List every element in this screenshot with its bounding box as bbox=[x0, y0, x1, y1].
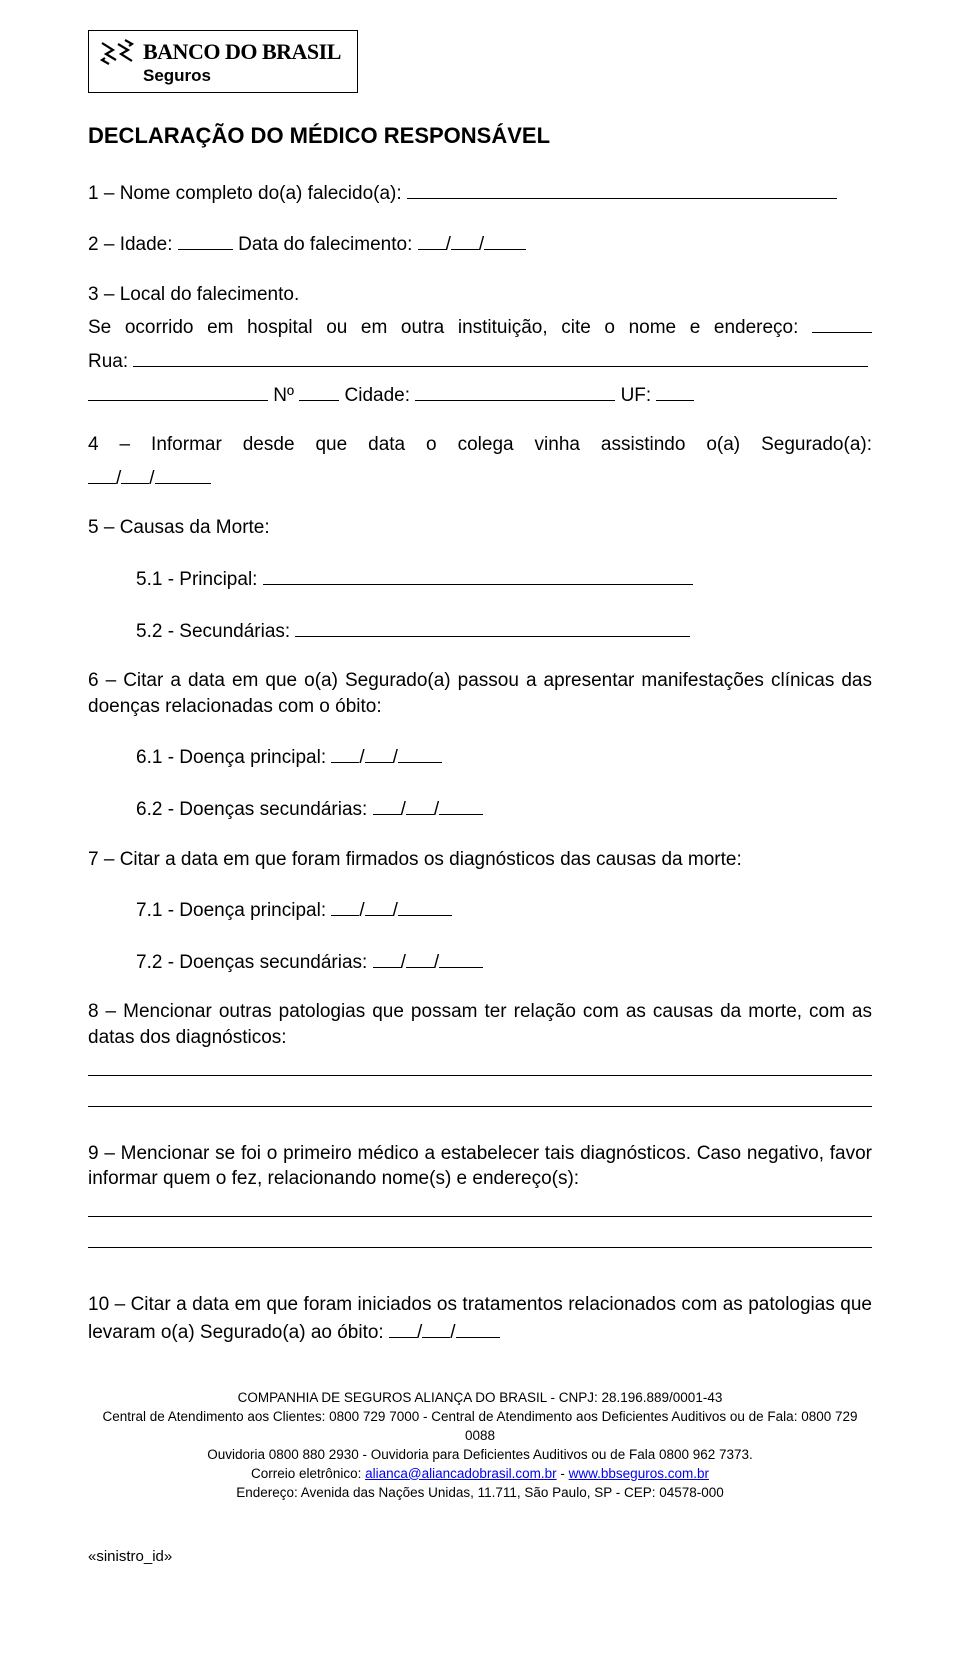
footer-site-link[interactable]: www.bbseguros.com.br bbox=[569, 1466, 709, 1481]
footer-sep: - bbox=[557, 1466, 569, 1481]
q2-data-label: Data do falecimento: bbox=[238, 234, 412, 255]
q6-p1-label: 6.1 - Doença principal: bbox=[136, 747, 326, 768]
q3-cidade-field[interactable] bbox=[415, 381, 615, 401]
q6-p1-d[interactable] bbox=[331, 743, 359, 763]
q10-y[interactable] bbox=[456, 1318, 500, 1338]
page-title: DECLARAÇÃO DO MÉDICO RESPONSÁVEL bbox=[88, 121, 872, 151]
q8-line1[interactable] bbox=[88, 1075, 872, 1076]
q1-row: 1 – Nome completo do(a) falecido(a): bbox=[88, 179, 872, 207]
footer-email-label: Correio eletrônico: bbox=[251, 1466, 365, 1481]
q3-nome-field[interactable] bbox=[812, 313, 872, 333]
q5-label: 5 – Causas da Morte: bbox=[88, 517, 270, 538]
q4-date-m[interactable] bbox=[121, 464, 149, 484]
footer-line5: Endereço: Avenida das Nações Unidas, 11.… bbox=[88, 1484, 872, 1503]
q5-p2-field[interactable] bbox=[295, 617, 690, 637]
q10-row: 10 – Citar a data em que foram iniciados… bbox=[88, 1292, 872, 1345]
footer-email-link[interactable]: alianca@aliancadobrasil.com.br bbox=[365, 1466, 557, 1481]
footer-line4: Correio eletrônico: alianca@aliancadobra… bbox=[88, 1465, 872, 1484]
q4-group: 4 – Informar desde que data o colega vin… bbox=[88, 432, 872, 491]
q9-group: 9 – Mencionar se foi o primeiro médico a… bbox=[88, 1141, 872, 1248]
q9-line2[interactable] bbox=[88, 1247, 872, 1248]
q5-p1-label: 5.1 - Principal: bbox=[136, 569, 257, 590]
q3-num-field[interactable] bbox=[299, 381, 339, 401]
q4-date-y[interactable] bbox=[155, 464, 211, 484]
q7-p1-m[interactable] bbox=[365, 896, 393, 916]
q2-idade-label: 2 – Idade: bbox=[88, 234, 173, 255]
q3-rua-field[interactable] bbox=[133, 347, 868, 367]
footer-line3: Ouvidoria 0800 880 2930 - Ouvidoria para… bbox=[88, 1446, 872, 1465]
q5-p1-field[interactable] bbox=[263, 565, 693, 585]
bank-name: BANCO DO BRASIL bbox=[143, 37, 341, 67]
q7-p2-label: 7.2 - Doenças secundárias: bbox=[136, 952, 367, 973]
q10-m[interactable] bbox=[422, 1318, 450, 1338]
logo-subtitle: Seguros bbox=[143, 65, 347, 88]
q3-rua-cont-field[interactable] bbox=[88, 381, 268, 401]
q6-p2-d[interactable] bbox=[373, 795, 401, 815]
q6-p2-label: 6.2 - Doenças secundárias: bbox=[136, 799, 367, 820]
q5-p2-label: 5.2 - Secundárias: bbox=[136, 621, 290, 642]
q3-cidade-label: Cidade: bbox=[345, 385, 411, 406]
q7-label: 7 – Citar a data em que foram firmados o… bbox=[88, 849, 742, 870]
q7-p1-y[interactable] bbox=[398, 896, 452, 916]
q2-row: 2 – Idade: Data do falecimento: // bbox=[88, 230, 872, 258]
q3-uf-field[interactable] bbox=[656, 381, 694, 401]
q9-line1[interactable] bbox=[88, 1216, 872, 1217]
q2-date-y[interactable] bbox=[484, 230, 526, 250]
q10-d[interactable] bbox=[389, 1318, 417, 1338]
q7-p1-label: 7.1 - Doença principal: bbox=[136, 900, 326, 921]
logo-box: BANCO DO BRASIL Seguros bbox=[88, 30, 358, 93]
q7-group: 7 – Citar a data em que foram firmados o… bbox=[88, 847, 872, 976]
q8-line2[interactable] bbox=[88, 1106, 872, 1107]
q2-date-m[interactable] bbox=[451, 230, 479, 250]
q3-group: 3 – Local do falecimento. Se ocorrido em… bbox=[88, 282, 872, 408]
q7-p1-d[interactable] bbox=[331, 896, 359, 916]
q6-p1-m[interactable] bbox=[365, 743, 393, 763]
q6-p1-y[interactable] bbox=[398, 743, 442, 763]
q3-hint: Se ocorrido em hospital ou em outra inst… bbox=[88, 317, 798, 338]
q8-label: 8 – Mencionar outras patologias que poss… bbox=[88, 1001, 872, 1048]
q6-p2-m[interactable] bbox=[406, 795, 434, 815]
q3-rua-label: Rua: bbox=[88, 351, 128, 372]
q3-label: 3 – Local do falecimento. bbox=[88, 284, 299, 305]
footer-line1: COMPANHIA DE SEGUROS ALIANÇA DO BRASIL -… bbox=[88, 1389, 872, 1408]
q3-num-label: Nº bbox=[273, 385, 294, 406]
q7-p2-d[interactable] bbox=[373, 948, 401, 968]
q8-group: 8 – Mencionar outras patologias que poss… bbox=[88, 999, 872, 1106]
q7-p2-m[interactable] bbox=[406, 948, 434, 968]
q7-p2-y[interactable] bbox=[439, 948, 483, 968]
q1-field[interactable] bbox=[407, 179, 837, 199]
q5-group: 5 – Causas da Morte: 5.1 - Principal: 5.… bbox=[88, 515, 872, 644]
q9-label: 9 – Mencionar se foi o primeiro médico a… bbox=[88, 1143, 872, 1190]
q2-idade-field[interactable] bbox=[178, 230, 233, 250]
q3-uf-label: UF: bbox=[621, 385, 652, 406]
footer-line2: Central de Atendimento aos Clientes: 080… bbox=[88, 1408, 872, 1446]
q6-label: 6 – Citar a data em que o(a) Segurado(a)… bbox=[88, 670, 872, 717]
q6-group: 6 – Citar a data em que o(a) Segurado(a)… bbox=[88, 668, 872, 822]
q1-label: 1 – Nome completo do(a) falecido(a): bbox=[88, 183, 402, 204]
bb-logo-icon bbox=[99, 37, 135, 67]
sinistro-id: «sinistro_id» bbox=[88, 1547, 872, 1567]
q4-date-d[interactable] bbox=[88, 464, 116, 484]
q2-date-d[interactable] bbox=[418, 230, 446, 250]
footer: COMPANHIA DE SEGUROS ALIANÇA DO BRASIL -… bbox=[88, 1389, 872, 1502]
q6-p2-y[interactable] bbox=[439, 795, 483, 815]
q4-label: 4 – Informar desde que data o colega vin… bbox=[88, 434, 872, 455]
